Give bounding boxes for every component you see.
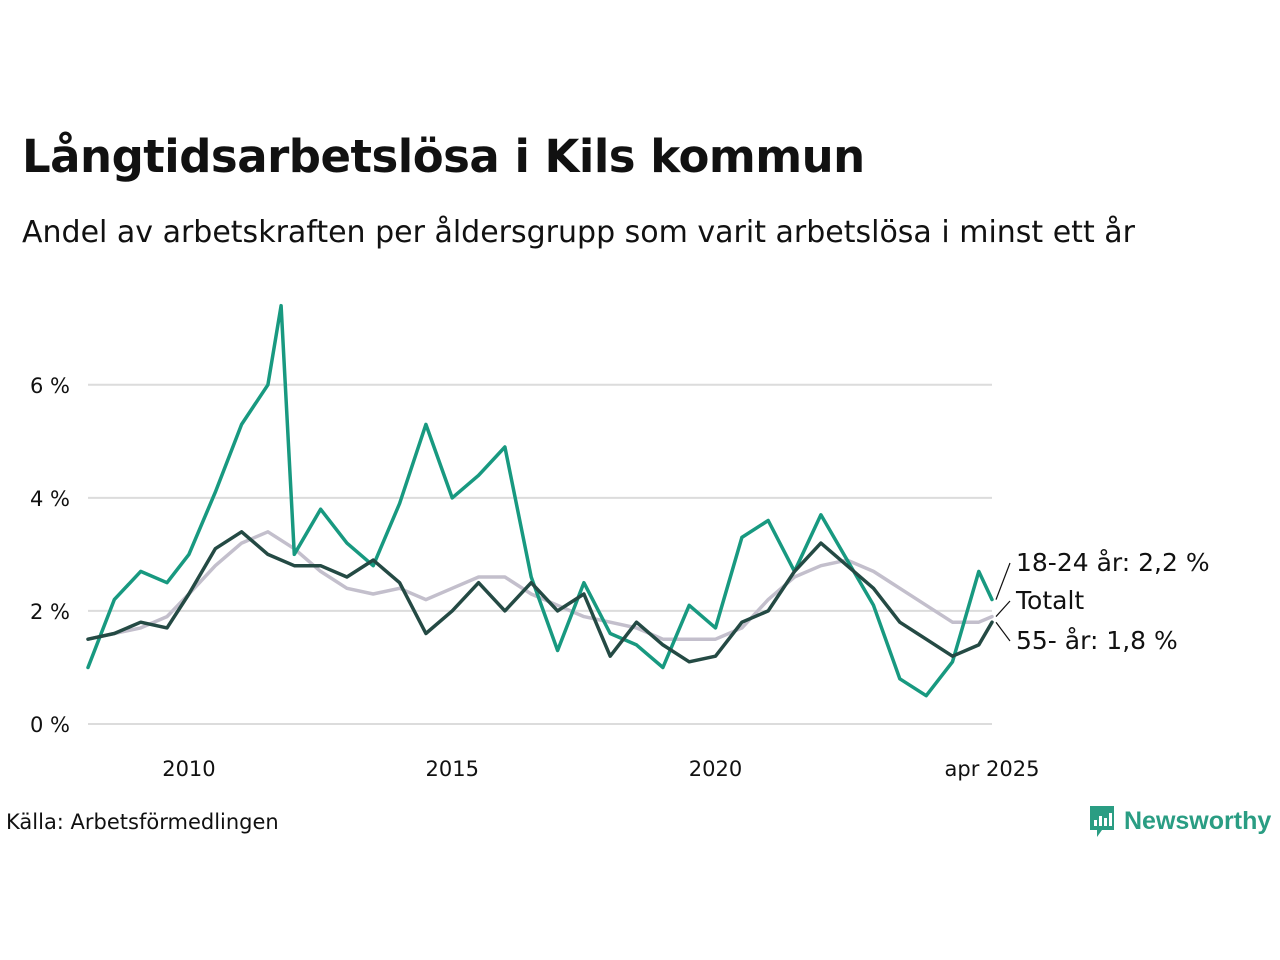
y-tick-label: 2 % <box>30 600 70 624</box>
x-tick-label: apr 2025 <box>945 757 1040 781</box>
series-line-totalt <box>86 530 994 641</box>
x-tick-label: 2020 <box>689 757 742 781</box>
newsworthy-logo-icon <box>1090 806 1114 837</box>
youth-end-label: 18-24 år: 2,2 % <box>1016 548 1210 577</box>
source-note: Källa: Arbetsförmedlingen <box>6 810 279 834</box>
x-tick-label: 2010 <box>162 757 215 781</box>
y-tick-label: 6 % <box>30 374 70 398</box>
label-leader-line <box>995 621 1011 642</box>
label-leader-line <box>995 562 1011 600</box>
label-leader-line <box>995 600 1011 617</box>
x-tick-label: 2015 <box>426 757 479 781</box>
senior-end-label: 55- år: 1,8 % <box>1016 626 1178 655</box>
series-line-55 <box>86 530 994 664</box>
brand-logo[interactable]: Newsworthy <box>1088 803 1271 839</box>
y-tick-label: 4 % <box>30 487 70 511</box>
totalt-end-label: Totalt <box>1015 586 1084 615</box>
series-line-18-24 <box>86 303 994 698</box>
chart-title: Långtidsarbetslösa i Kils kommun <box>22 130 865 183</box>
chart-subtitle: Andel av arbetskraften per åldersgrupp s… <box>22 215 1135 250</box>
y-tick-label: 0 % <box>30 713 70 737</box>
brand-name: Newsworthy <box>1124 806 1272 835</box>
